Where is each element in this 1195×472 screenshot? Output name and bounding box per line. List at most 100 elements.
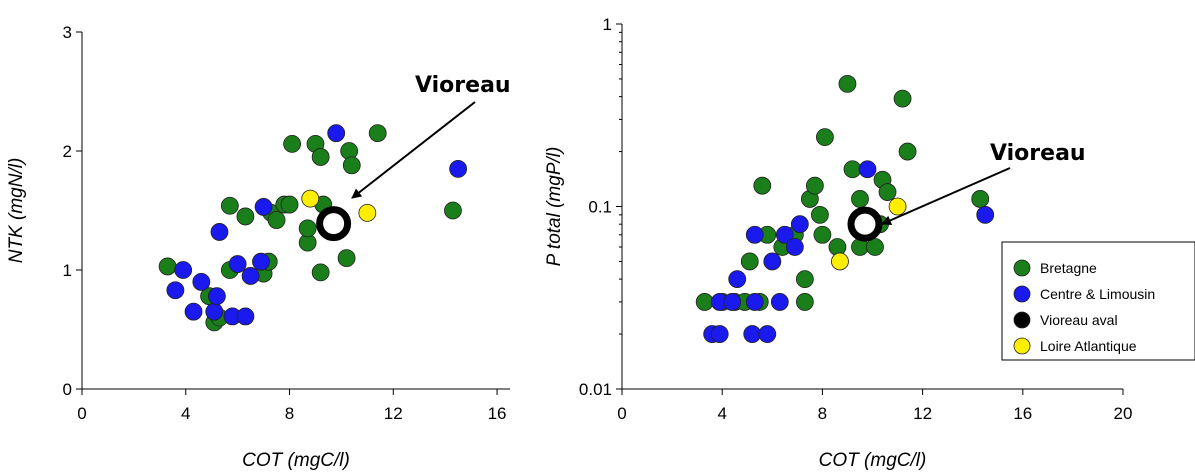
data-point-bretagne (898, 142, 917, 161)
x-tick-label: 8 (285, 404, 294, 423)
data-point-centre-limousin (228, 255, 247, 273)
data-point-bretagne (368, 124, 387, 143)
data-point-centre-limousin (236, 307, 255, 326)
data-point-bretagne (311, 148, 330, 166)
x-tick-label: 12 (913, 404, 932, 423)
data-point-bretagne (838, 74, 857, 93)
legend-marker-centre-limousin (1013, 285, 1031, 303)
y-axis-label: P total (mgP/l) (544, 147, 565, 267)
data-point-bretagne (267, 211, 286, 229)
data-point-centre-limousin (723, 293, 742, 311)
data-point-centre-limousin (775, 225, 794, 244)
y-tick-label: 3 (63, 23, 72, 42)
data-point-centre-limousin (745, 225, 764, 244)
data-point-loire-atlantique (831, 252, 849, 271)
data-point-bretagne (283, 134, 302, 153)
data-point-centre-limousin (710, 325, 729, 343)
data-point-bretagne (740, 252, 759, 271)
x-tick-label: 20 (1114, 404, 1133, 423)
x-tick-label: 4 (717, 404, 726, 423)
y-tick-label: 0.01 (579, 380, 612, 399)
x-tick-label: 0 (617, 404, 626, 423)
data-point-bretagne (810, 205, 829, 224)
data-point-centre-limousin (743, 325, 762, 343)
data-point-loire-atlantique (301, 189, 320, 208)
data-point-bretagne (805, 176, 824, 195)
data-point-centre-limousin (184, 302, 203, 321)
data-point-centre-limousin (205, 302, 224, 321)
data-point-bretagne (158, 257, 177, 276)
data-point-bretagne (695, 293, 714, 311)
data-point-centre-limousin (790, 215, 809, 234)
data-point-centre-limousin (166, 281, 185, 300)
annotation-label: Vioreau (990, 141, 1086, 166)
data-point-bretagne (816, 128, 834, 147)
data-point-loire-atlantique (358, 203, 377, 222)
legend-marker-loire-atlantique (1013, 337, 1031, 355)
data-point-bretagne (813, 225, 832, 244)
data-point-centre-limousin (728, 270, 747, 289)
data-point-bretagne (843, 160, 862, 179)
x-tick-label: 16 (488, 404, 507, 423)
data-point-bretagne (971, 190, 990, 208)
x-tick-label: 0 (77, 404, 86, 423)
data-point-centre-limousin (254, 198, 273, 216)
data-point-bretagne (893, 89, 912, 108)
data-point-bretagne (444, 201, 462, 220)
annotation-label: Vioreau (415, 73, 511, 98)
legend-box (1001, 241, 1195, 361)
legend-label: Vioreau aval (1040, 312, 1118, 328)
y-tick-label: 2 (63, 142, 72, 161)
data-point-centre-limousin (976, 205, 995, 224)
annotation-arrow (351, 101, 476, 199)
data-point-bretagne (753, 176, 772, 195)
data-point-bretagne (337, 249, 356, 268)
legend-marker-bretagne (1013, 259, 1031, 277)
data-point-centre-limousin (449, 159, 468, 178)
x-tick-label: 4 (181, 404, 190, 423)
data-point-bretagne (878, 183, 897, 201)
data-point-centre-limousin (327, 124, 346, 143)
data-point-centre-limousin (858, 160, 877, 179)
data-point-centre-limousin (174, 261, 193, 279)
data-point-bretagne (342, 156, 361, 175)
x-tick-label: 16 (1013, 404, 1032, 423)
y-tick-label: 0 (63, 380, 72, 399)
data-point-vioreau-aval (316, 206, 352, 242)
data-point-centre-limousin (763, 252, 782, 271)
chart-ptotal-vs-cot: 0 4 8 12 16 20 0.01 0.1 1 COT (mgC/l) P total (mgP… (544, 15, 1132, 471)
data-point-bretagne (795, 270, 814, 289)
data-point-bretagne (220, 196, 239, 215)
data-point-bretagne (298, 219, 317, 238)
data-point-centre-limousin (192, 272, 211, 291)
legend-label: Bretagne (1040, 260, 1097, 276)
legend-label: Loire Atlantique (1040, 338, 1137, 354)
data-point-centre-limousin (252, 252, 270, 271)
y-axis-label: NTK (mgN/l) (6, 158, 27, 264)
x-tick-label: 12 (384, 404, 403, 423)
legend-label: Centre & Limousin (1040, 286, 1155, 302)
data-point-vioreau-aval (847, 206, 883, 242)
data-point-centre-limousin (770, 293, 789, 311)
data-point-bretagne (851, 190, 869, 208)
x-axis-label: COT (mgC/l) (819, 450, 927, 471)
y-tick-label: 1 (603, 15, 612, 34)
data-point-bretagne (236, 207, 255, 226)
data-point-centre-limousin (207, 287, 226, 306)
data-point-centre-limousin (210, 223, 229, 241)
data-point-centre-limousin (745, 293, 764, 311)
y-tick-label: 1 (63, 261, 72, 280)
data-point-bretagne (795, 293, 814, 311)
data-point-centre-limousin (758, 325, 777, 343)
data-point-loire-atlantique (888, 197, 907, 216)
x-axis-label: COT (mgC/l) (242, 450, 350, 471)
data-point-bretagne (311, 263, 330, 282)
data-point-centre-limousin (241, 267, 260, 285)
y-tick-label: 0.1 (588, 198, 612, 217)
data-point-bretagne (280, 195, 299, 214)
legend: Bretagne Centre & Limousin Vioreau aval Loi… (1001, 241, 1195, 361)
annotation-arrow (881, 167, 1011, 225)
